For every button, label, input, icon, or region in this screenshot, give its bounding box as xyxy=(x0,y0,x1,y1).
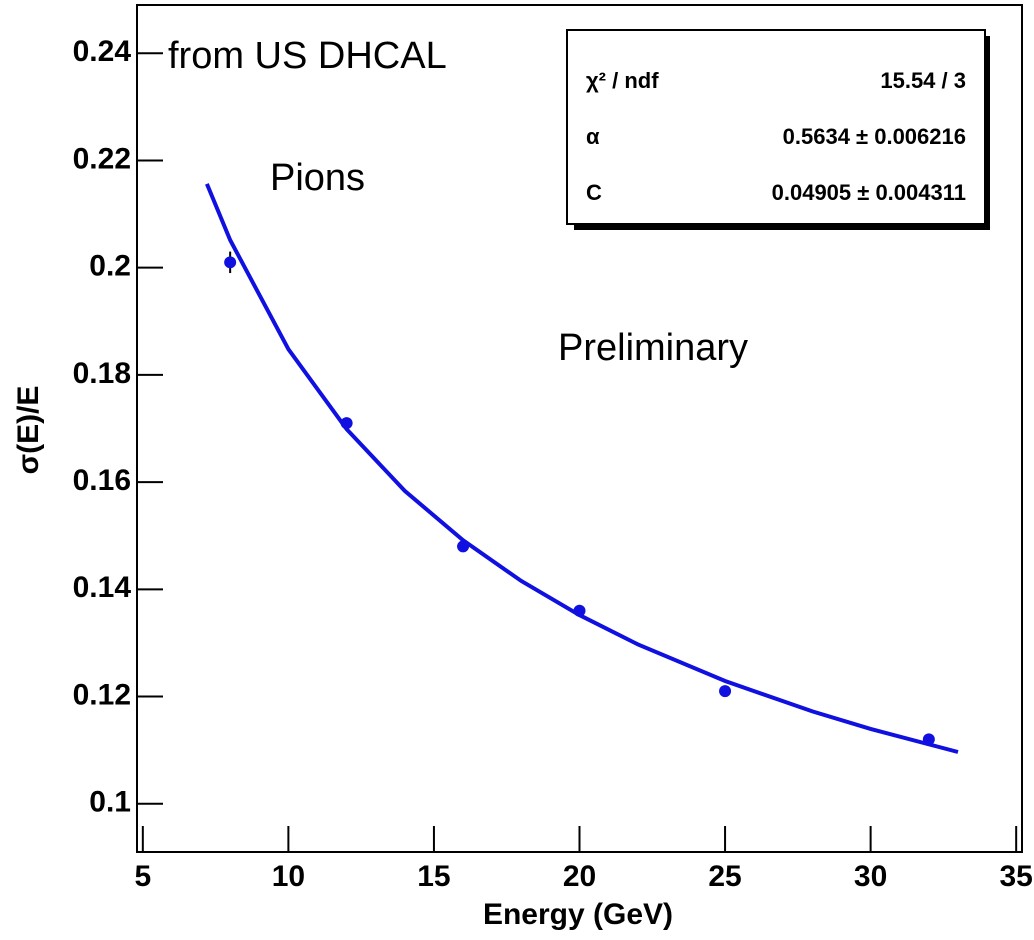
stat-name: C xyxy=(586,180,602,205)
x-tick-label: 5 xyxy=(134,860,151,893)
x-tick-label: 25 xyxy=(708,860,741,893)
y-tick-label: 0.24 xyxy=(73,35,132,68)
y-tick-label: 0.22 xyxy=(73,142,131,175)
data-point xyxy=(573,604,586,617)
data-point xyxy=(340,417,353,430)
stats-box xyxy=(566,29,986,225)
fit-curve xyxy=(205,183,959,754)
y-tick-label: 0.14 xyxy=(73,571,132,604)
y-tick-label: 0.16 xyxy=(73,464,131,497)
y-tick-label: 0.12 xyxy=(73,678,131,711)
data-point xyxy=(719,685,732,698)
stat-value: 15.54 / 3 xyxy=(880,68,966,93)
y-tick-label: 0.18 xyxy=(73,357,131,390)
y-tick-label: 0.1 xyxy=(89,786,131,819)
x-tick-label: 20 xyxy=(563,860,596,893)
y-axis-label: σ(E)/E xyxy=(12,386,45,475)
data-point xyxy=(224,256,237,269)
x-tick-label: 10 xyxy=(272,860,305,893)
annotation: Pions xyxy=(270,157,365,199)
x-tick-label: 15 xyxy=(417,860,450,893)
data-point xyxy=(922,733,935,746)
stat-value: 0.5634 ± 0.006216 xyxy=(783,124,966,149)
x-axis-label: Energy (GeV) xyxy=(483,898,673,931)
stat-name: χ² / ndf xyxy=(586,68,659,93)
annotation: Preliminary xyxy=(558,327,748,369)
x-tick-label: 30 xyxy=(854,860,887,893)
annotation: from US DHCAL xyxy=(168,35,447,77)
stat-name: α xyxy=(586,124,600,149)
y-tick-label: 0.2 xyxy=(89,250,131,283)
stat-value: 0.04905 ± 0.004311 xyxy=(772,180,966,205)
x-tick-label: 35 xyxy=(999,860,1032,893)
data-point xyxy=(457,540,470,553)
